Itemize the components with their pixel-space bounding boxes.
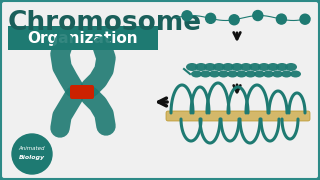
Ellipse shape — [204, 63, 216, 71]
Circle shape — [206, 13, 216, 23]
FancyBboxPatch shape — [70, 85, 94, 99]
Ellipse shape — [258, 63, 270, 71]
Ellipse shape — [236, 71, 247, 78]
Ellipse shape — [290, 71, 301, 78]
Circle shape — [12, 134, 52, 174]
Ellipse shape — [231, 63, 243, 71]
Ellipse shape — [218, 71, 229, 78]
Ellipse shape — [191, 71, 202, 78]
FancyBboxPatch shape — [166, 111, 310, 121]
Ellipse shape — [222, 63, 234, 71]
Ellipse shape — [272, 71, 283, 78]
Ellipse shape — [285, 63, 297, 71]
FancyBboxPatch shape — [8, 26, 158, 50]
Circle shape — [182, 11, 192, 21]
Text: Chromosome: Chromosome — [8, 10, 202, 36]
Ellipse shape — [195, 63, 207, 71]
Ellipse shape — [245, 71, 256, 78]
Circle shape — [253, 11, 263, 21]
Ellipse shape — [186, 63, 198, 71]
Ellipse shape — [227, 71, 238, 78]
Circle shape — [276, 14, 286, 24]
Ellipse shape — [276, 63, 288, 71]
Ellipse shape — [263, 71, 274, 78]
Text: Biology: Biology — [19, 156, 45, 161]
Ellipse shape — [267, 63, 279, 71]
Ellipse shape — [209, 71, 220, 78]
Circle shape — [300, 14, 310, 24]
Ellipse shape — [249, 63, 261, 71]
Ellipse shape — [240, 63, 252, 71]
Text: Animated: Animated — [19, 147, 45, 152]
Circle shape — [229, 15, 239, 25]
Ellipse shape — [281, 71, 292, 78]
Ellipse shape — [73, 86, 91, 98]
Ellipse shape — [200, 71, 211, 78]
Ellipse shape — [213, 63, 225, 71]
Ellipse shape — [254, 71, 265, 78]
Text: Organization: Organization — [28, 30, 138, 46]
